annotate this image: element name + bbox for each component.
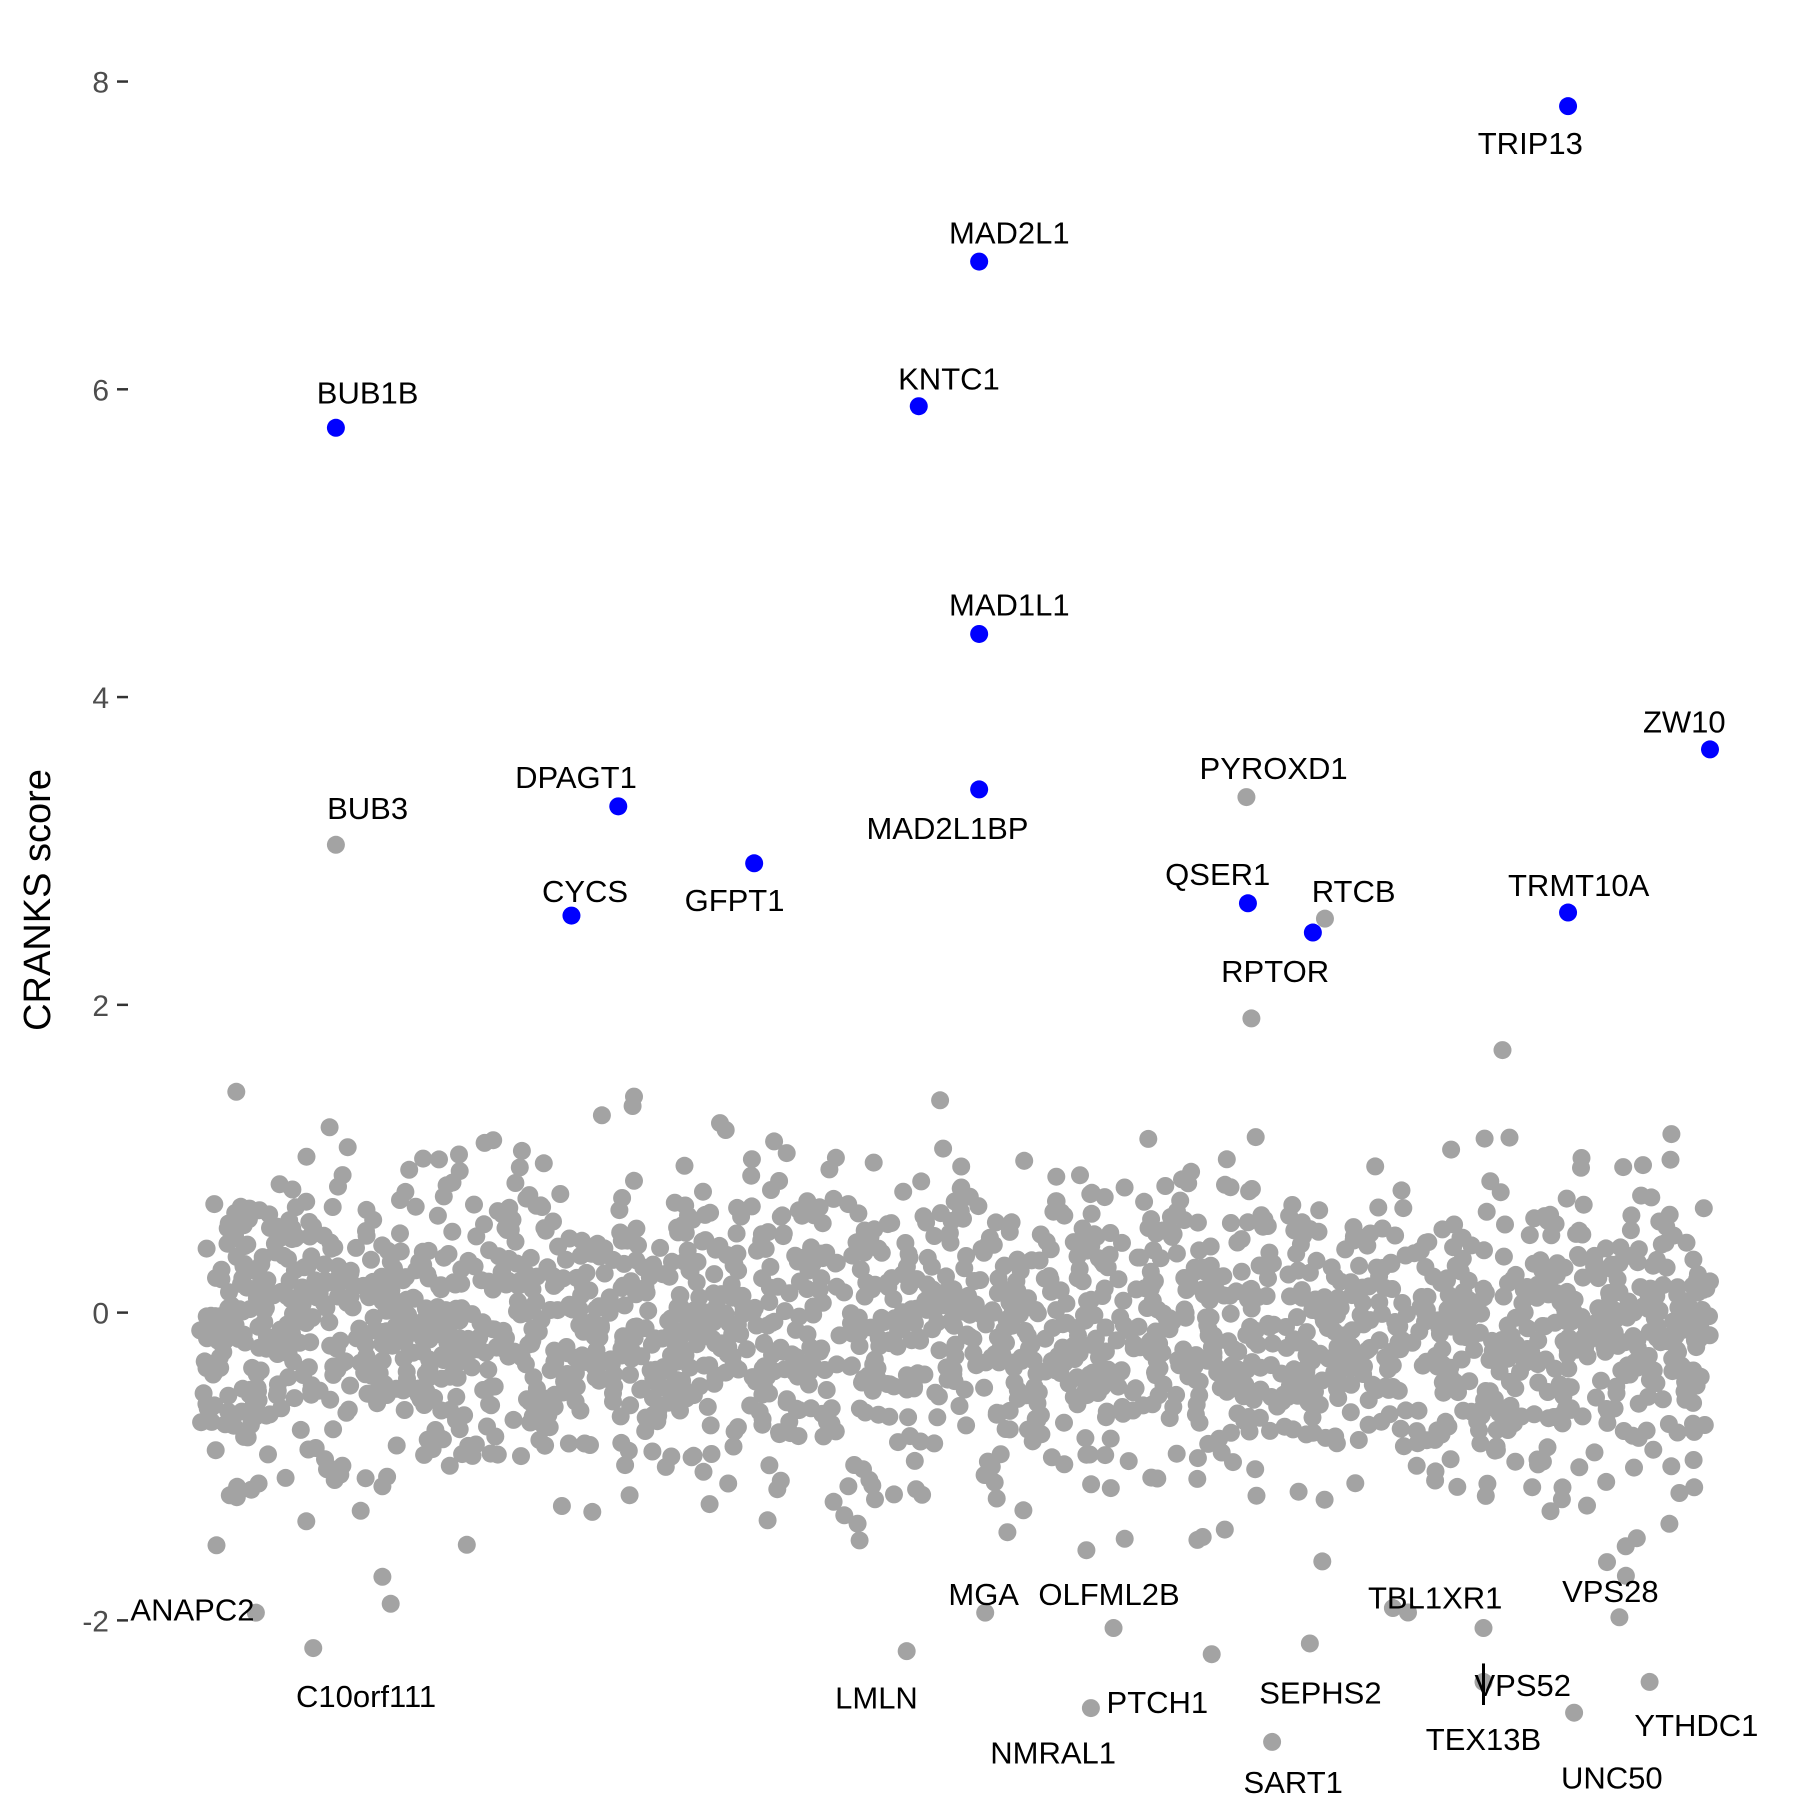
gene-label-rptor: RPTOR xyxy=(1221,954,1329,989)
point-vps52 xyxy=(1474,1619,1493,1638)
y-tick-label: 8 xyxy=(92,67,109,100)
gene-label-olfml2b: OLFML2B xyxy=(1038,1577,1179,1612)
gene-label-sephs2: SEPHS2 xyxy=(1259,1676,1381,1711)
gene-label-c10orf111: C10orf111 xyxy=(296,1679,436,1714)
point-sart1 xyxy=(1263,1732,1282,1751)
point-c10orf111 xyxy=(304,1639,323,1658)
gene-label-sart1: SART1 xyxy=(1244,1765,1343,1800)
y-tick-label: 4 xyxy=(92,682,109,715)
gene-label-ptch1: PTCH1 xyxy=(1107,1685,1209,1720)
point-trip13 xyxy=(1559,97,1578,116)
gene-label-kntc1: KNTC1 xyxy=(898,362,1000,397)
point-mad2l1 xyxy=(970,252,989,271)
point-trmt10a xyxy=(1559,903,1578,922)
point-nmral1 xyxy=(1081,1699,1100,1718)
gene-label-anapc2: ANAPC2 xyxy=(130,1593,254,1628)
gene-label-mad2l1: MAD2L1 xyxy=(949,215,1070,250)
gene-label-gfpt1: GFPT1 xyxy=(685,883,785,918)
gene-label-dpagt1: DPAGT1 xyxy=(515,760,637,795)
gene-label-ythdc1: YTHDC1 xyxy=(1634,1708,1758,1743)
gene-label-trmt10a: TRMT10A xyxy=(1508,868,1650,903)
point-bub1b xyxy=(326,418,345,437)
named-points xyxy=(246,97,1719,1751)
gene-label-tex13b: TEX13B xyxy=(1426,1722,1541,1757)
gene-label-tbl1xr1: TBL1XR1 xyxy=(1368,1580,1502,1615)
point-kntc1 xyxy=(909,397,928,416)
y-tick-label: -2 xyxy=(82,1605,109,1638)
gene-label-lmln: LMLN xyxy=(835,1680,918,1715)
gene-label-nmral1: NMRAL1 xyxy=(990,1736,1116,1771)
y-tick-label: 2 xyxy=(92,990,109,1023)
point-zw10 xyxy=(1701,740,1719,759)
gene-label-trip13: TRIP13 xyxy=(1478,126,1583,161)
point-olfml2b xyxy=(1104,1619,1123,1638)
point-tbl1xr1 xyxy=(1383,1599,1402,1618)
gene-label-bub3: BUB3 xyxy=(327,791,408,826)
point-anapc2 xyxy=(246,1603,265,1622)
point-mad2l1bp xyxy=(970,780,989,799)
gene-label-zw10: ZW10 xyxy=(1643,705,1726,740)
point-unc50 xyxy=(1565,1703,1584,1722)
point-ptch1 xyxy=(1202,1645,1221,1664)
gene-label-mad1l1: MAD1L1 xyxy=(949,588,1070,623)
gene-label-vps28: VPS28 xyxy=(1562,1574,1659,1609)
y-axis: -2 0 2 4 6 8 xyxy=(82,67,128,1638)
gene-label-pyroxd1: PYROXD1 xyxy=(1200,751,1348,786)
point-vps28 xyxy=(1610,1608,1629,1627)
point-rptor xyxy=(1303,923,1322,942)
point-bub3 xyxy=(326,835,345,854)
y-tick-label: 6 xyxy=(92,374,109,407)
point-qser1 xyxy=(1238,894,1257,913)
point-mad1l1 xyxy=(970,624,989,643)
point-lmln xyxy=(897,1642,916,1661)
gene-label-mad2l1bp: MAD2L1BP xyxy=(866,811,1028,846)
background-points xyxy=(191,1009,1720,1622)
gene-label-qser1: QSER1 xyxy=(1165,857,1270,892)
y-axis-title: CRANKS score xyxy=(17,769,59,1031)
gene-label-rtcb: RTCB xyxy=(1312,874,1396,909)
point-dpagt1 xyxy=(609,797,628,816)
point-sephs2 xyxy=(1300,1634,1319,1653)
point-cycs xyxy=(562,906,581,925)
gene-label-cycs: CYCS xyxy=(542,874,628,909)
gene-label-unc50: UNC50 xyxy=(1561,1760,1663,1795)
point-rtcb xyxy=(1315,909,1334,928)
point-pyroxd1 xyxy=(1237,788,1256,807)
gene-label-bub1b: BUB1B xyxy=(317,375,419,410)
background-point-cloud xyxy=(191,1009,1720,1622)
point-gfpt1 xyxy=(745,854,764,873)
point-mga xyxy=(976,1603,995,1622)
gene-labels: BUB1B BUB3 DPAGT1 CYCS GFPT1 KNTC1 MAD2L1 MAD1L… xyxy=(130,126,1758,1800)
gene-label-mga: MGA xyxy=(948,1577,1019,1612)
point-ythdc1 xyxy=(1640,1672,1659,1691)
y-tick-label: 0 xyxy=(92,1298,109,1331)
gene-label-vps52: VPS52 xyxy=(1475,1668,1572,1703)
